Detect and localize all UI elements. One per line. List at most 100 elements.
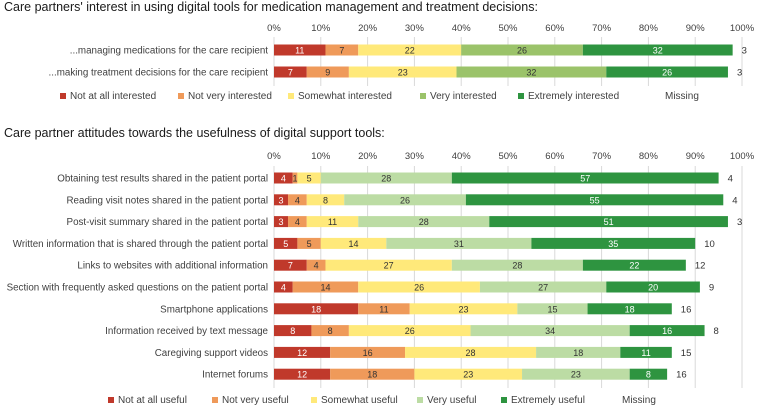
bar-value-label: 18 [573, 348, 583, 358]
bar-segment [274, 281, 293, 293]
bar-value-label: 26 [405, 326, 415, 336]
bar-segment [292, 281, 359, 293]
bar-segment [358, 281, 480, 293]
legend-swatch [420, 93, 426, 99]
x-tick-label: 60% [545, 151, 565, 162]
x-tick-label: 80% [639, 151, 659, 162]
bar-segment [587, 303, 672, 315]
missing-value-label: 3 [742, 46, 747, 57]
bar-segment [306, 216, 359, 228]
bar-segment [470, 325, 630, 337]
x-tick-label: 90% [686, 151, 706, 162]
bar-value-label: 5 [283, 239, 288, 249]
bar-segment [306, 194, 345, 206]
category-label: Post-visit summary shared in the patient… [67, 217, 268, 228]
bar-value-label: 27 [538, 283, 548, 293]
bar-value-label: 28 [466, 348, 476, 358]
bar-value-label: 5 [307, 174, 312, 184]
missing-value-label: 10 [704, 239, 715, 250]
bar-segment [274, 44, 326, 56]
bar-value-label: 26 [517, 46, 527, 56]
bar-value-label: 14 [320, 283, 330, 293]
bar-segment [405, 346, 537, 358]
bar-value-label: 7 [288, 68, 293, 78]
bar-segment [274, 66, 307, 78]
bar-value-label: 4 [281, 174, 286, 184]
bar-segment [629, 325, 705, 337]
bar-value-label: 55 [590, 195, 600, 205]
bar-value-label: 28 [419, 217, 429, 227]
bar-value-label: 7 [288, 261, 293, 271]
bar-value-label: 32 [526, 68, 536, 78]
bar-segment [461, 44, 583, 56]
bar-value-label: 28 [512, 261, 522, 271]
x-tick-label: 10% [311, 23, 331, 34]
bar-value-label: 23 [459, 304, 469, 314]
missing-value-label: 8 [714, 326, 719, 337]
bar-value-label: 22 [405, 46, 415, 56]
bar-segment [582, 44, 733, 56]
legend-label: Somewhat interested [298, 91, 392, 102]
bar-value-label: 12 [297, 348, 307, 358]
bar-value-label: 11 [379, 304, 388, 314]
bar-segment [414, 368, 523, 380]
category-label: Obtaining test results shared in the pat… [57, 174, 268, 185]
bar-segment [306, 259, 326, 271]
missing-value-label: 15 [681, 348, 692, 359]
bar-segment [320, 172, 452, 184]
bar-segment [489, 216, 728, 228]
legend-label: Missing [622, 395, 656, 406]
category-label: ...managing medications for the care rec… [70, 46, 268, 57]
x-tick-label: 90% [686, 23, 706, 34]
bar-value-label: 16 [363, 348, 373, 358]
x-tick-label: 20% [358, 23, 378, 34]
bar-segment [274, 325, 312, 337]
legend-swatch [212, 397, 218, 403]
bar-segment [288, 194, 307, 206]
bar-value-label: 15 [547, 304, 557, 314]
category-label: Internet forums [202, 370, 268, 381]
chart-title: Care partner attitudes towards the usefu… [4, 126, 385, 140]
bar-segment [325, 44, 359, 56]
missing-value-label: 9 [709, 283, 714, 294]
bar-segment [288, 216, 307, 228]
legend-swatch [288, 93, 294, 99]
bar-value-label: 23 [398, 68, 408, 78]
legend-swatch [501, 397, 507, 403]
bar-segment [536, 346, 621, 358]
missing-value-label: 3 [737, 68, 742, 79]
bar-segment [620, 346, 672, 358]
x-tick-label: 70% [592, 151, 612, 162]
bar-value-label: 4 [314, 261, 319, 271]
bar-value-label: 8 [646, 370, 651, 380]
bar-segment [274, 216, 289, 228]
bar-segment [358, 303, 410, 315]
x-tick-label: 80% [639, 23, 659, 34]
bar-segment [330, 368, 415, 380]
bar-segment [348, 66, 457, 78]
x-tick-label: 50% [498, 23, 518, 34]
x-tick-label: 20% [358, 151, 378, 162]
legend-swatch [178, 93, 184, 99]
bar-segment [274, 237, 298, 249]
bar-segment [311, 325, 349, 337]
bar-value-label: 18 [311, 304, 321, 314]
bar-segment [409, 303, 518, 315]
bar-value-label: 9 [325, 68, 330, 78]
bar-value-label: 8 [328, 326, 333, 336]
bar-value-label: 12 [297, 370, 307, 380]
chart-interest: Care partners' interest in using digital… [4, 0, 755, 102]
x-tick-label: 100% [730, 23, 755, 34]
bar-segment [522, 368, 630, 380]
chart-title: Care partners' interest in using digital… [4, 0, 538, 14]
bar-segment [344, 194, 466, 206]
bar-value-label: 1 [293, 174, 298, 184]
bar-segment [274, 194, 289, 206]
x-tick-label: 70% [592, 23, 612, 34]
x-tick-label: 60% [545, 23, 565, 34]
legend-label: Not very useful [222, 395, 289, 406]
missing-value-label: 12 [695, 261, 706, 272]
bar-value-label: 3 [279, 217, 284, 227]
missing-value-label: 4 [728, 174, 733, 185]
bar-value-label: 34 [545, 326, 555, 336]
